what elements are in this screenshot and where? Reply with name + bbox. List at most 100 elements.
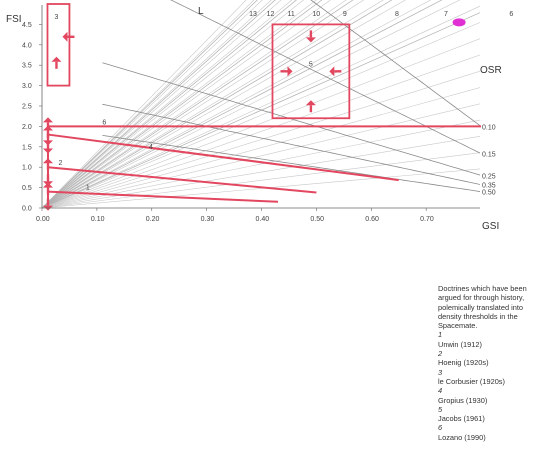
layer-line (42, 0, 293, 208)
layer-line-11 (42, 0, 297, 208)
layer-line (42, 0, 255, 208)
doctrine-1-upper (47, 190, 279, 203)
layer-label-13: 13 (249, 11, 257, 18)
doctrine-label-2: 2 (58, 160, 62, 167)
y-tick-label: 0.5 (22, 185, 32, 192)
doctrine-label-6: 6 (102, 119, 106, 126)
layer-label-8: 8 (395, 11, 399, 18)
y-axis-title: FSI (6, 14, 22, 25)
grid-lines (42, 0, 480, 208)
caption-entry: le Corbusier (1920s) (438, 376, 505, 386)
y-tick-label: 2.5 (22, 104, 32, 111)
doctrine-5-arrow-right-head (287, 66, 293, 77)
layer-line (42, 168, 480, 208)
x-tick-label: 0.10 (91, 216, 105, 223)
doctrine-5-arrow-down-head (305, 37, 316, 43)
y-tick-label: 1.0 (22, 165, 32, 172)
doctrine-6-arrow-down-head (43, 140, 53, 146)
layer-line (42, 0, 263, 208)
layer-line (42, 0, 406, 208)
caption-entry: Jacobs (1961) (438, 414, 485, 424)
caption-entry: Lozano (1990) (438, 432, 486, 442)
y-tick-label: 2.0 (22, 124, 32, 131)
x-tick-label: 0.20 (146, 216, 160, 223)
y-tick-label: 0.0 (22, 206, 32, 213)
osr-label-0.25: 0.25 (482, 173, 496, 180)
x-axis-title: GSI (482, 221, 499, 232)
layer-label-12: 12 (267, 11, 275, 18)
caption-number: 4 (438, 386, 443, 396)
y-tick-label: 3.5 (22, 63, 32, 70)
layer-line-12 (42, 0, 276, 208)
caption-entry: Hoenig (1920s) (438, 358, 489, 368)
doctrines-caption: Doctrines which have been argued for thr… (438, 284, 538, 442)
layer-line (42, 70, 480, 208)
layer-line (42, 38, 480, 208)
y-tick-label: 4.0 (22, 42, 32, 49)
y-tick-label: 4.5 (22, 22, 32, 29)
doctrine-label-5: 5 (309, 61, 313, 68)
layer-line (42, 87, 480, 208)
caption-entry: Gropius (1930) (438, 395, 488, 405)
x-tick-label: 0.50 (310, 216, 324, 223)
x-tick-label: 0.60 (365, 216, 379, 223)
layer-line (42, 136, 480, 208)
osr-label-0.10: 0.10 (482, 124, 496, 131)
osr-lines (102, 0, 480, 192)
doctrine-3-arrow-up-head (51, 56, 62, 62)
caption-number: 6 (438, 423, 443, 433)
doctrine-4-upper (47, 133, 399, 182)
layer-line (42, 0, 272, 208)
layer-line-8 (42, 0, 393, 208)
x-tick-label: 0.70 (420, 216, 434, 223)
osr-label: OSR (480, 65, 502, 76)
doctrine-5-arrow-up-head (305, 100, 316, 106)
layer-label-7: 7 (444, 11, 448, 18)
layer-label-9: 9 (343, 11, 347, 18)
y-tick-label: 3.0 (22, 83, 32, 90)
osr-line-0.10 (310, 0, 480, 127)
layer-line (42, 0, 365, 208)
layer-line (42, 119, 480, 208)
doctrine-label-4: 4 (149, 144, 153, 151)
doctrine-6-arrow-up-head (43, 117, 53, 123)
y-tick-label: 1.5 (22, 144, 32, 151)
layer-line (42, 103, 480, 208)
doctrine-label-3: 3 (54, 14, 58, 21)
layer-line (42, 152, 480, 208)
x-tick-label: 0.40 (256, 216, 270, 223)
layer-line (42, 0, 282, 208)
doctrine-label-1: 1 (86, 185, 90, 192)
caption-entry: Unwin (1912) (438, 339, 482, 349)
axes: 0.00 0.10 0.20 0.30 0.40 0.50 0.60 0.70 0.0 0.5 1.… (22, 5, 480, 223)
osr-label-0.35: 0.35 (482, 183, 496, 190)
layer-line (42, 0, 384, 208)
x-tick-label: 0.00 (36, 216, 50, 223)
caption-number: 1 (438, 330, 443, 340)
caption-number: 3 (438, 367, 443, 377)
layer-label-6: 6 (509, 11, 513, 18)
layer-line-9 (42, 0, 354, 208)
caption-intro: Doctrines which have been argued for thr… (438, 284, 527, 331)
doctrine-3-box (46, 3, 71, 87)
layer-line (42, 0, 461, 208)
caption-number: 2 (438, 349, 443, 359)
layer-line-13 (42, 0, 258, 208)
caption-entries: 1 Unwin (1912) 2 Hoenig (1920s) 3 le Corbusie… (438, 330, 538, 442)
layer-line (42, 0, 331, 208)
layer-line (42, 0, 304, 208)
layer-line (42, 0, 247, 208)
osr-label-0.50: 0.50 (482, 190, 496, 197)
layer-line-7 (42, 0, 443, 208)
doctrine-2-upper (47, 166, 317, 194)
layer-label-11: 11 (287, 11, 294, 18)
highlight-marker (452, 18, 466, 27)
layer-line (42, 5, 480, 208)
osr-line-0.35 (102, 103, 480, 185)
osr-label-0.15: 0.15 (482, 152, 496, 159)
doctrine-3-arrow-left-head (62, 31, 68, 42)
doctrine-5-arrow-left-head (329, 66, 335, 77)
x-tick-label: 0.30 (201, 216, 215, 223)
